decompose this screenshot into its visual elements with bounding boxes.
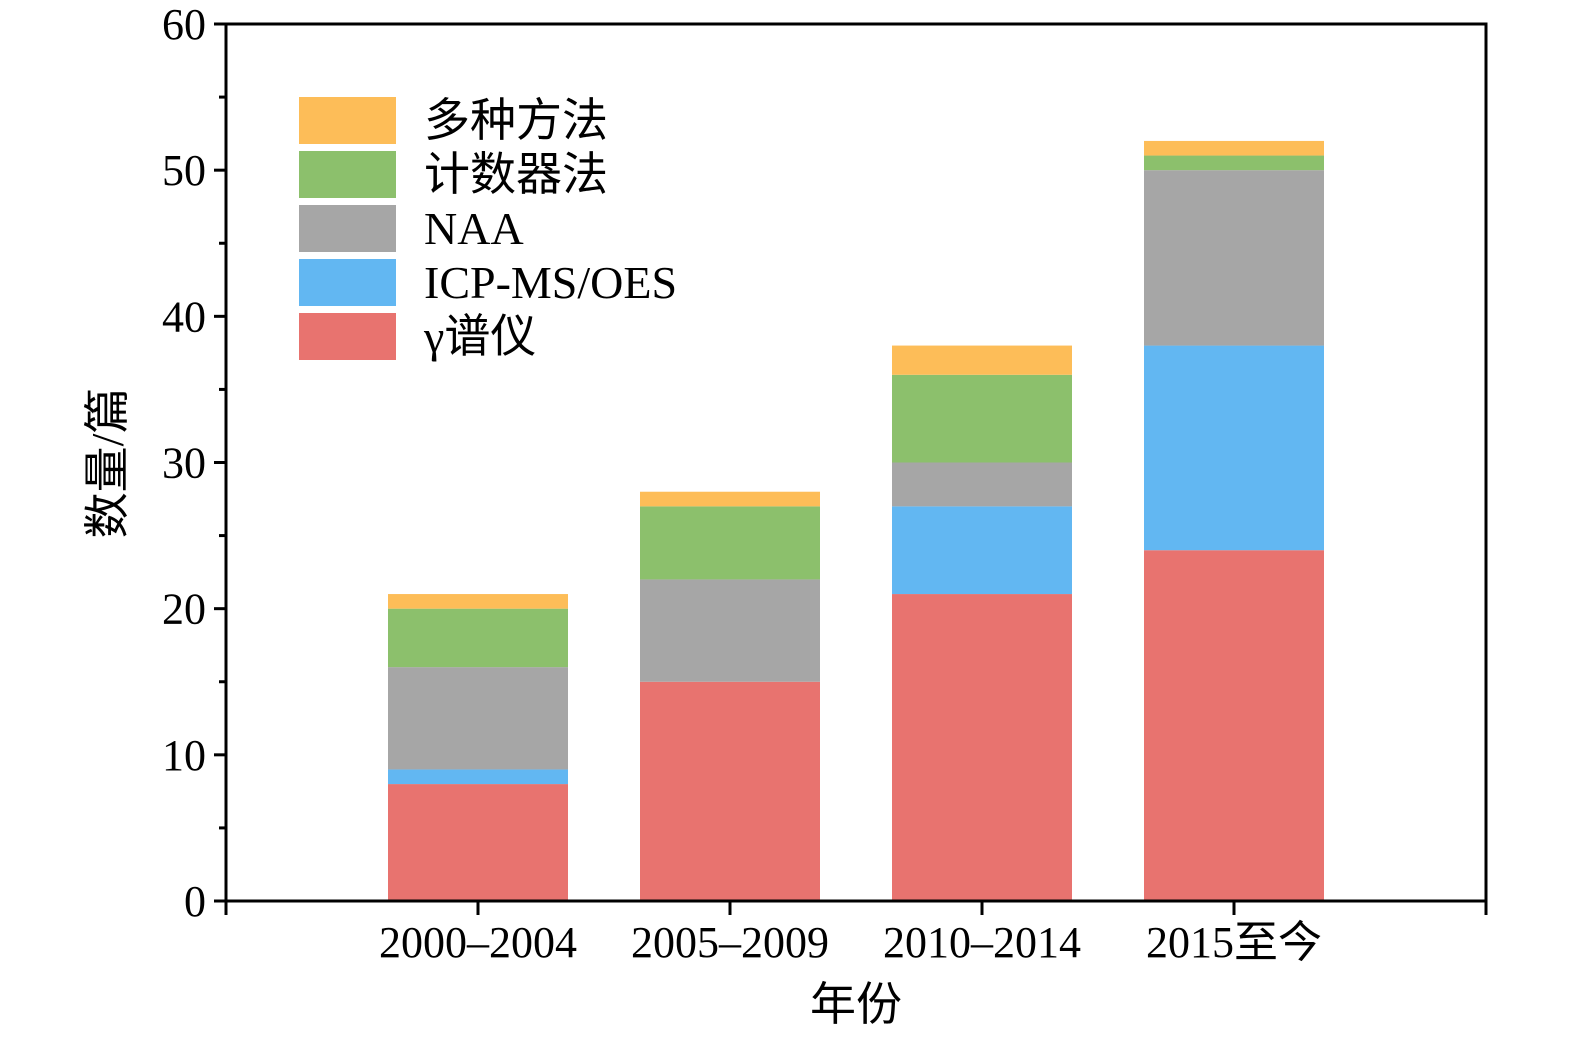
x-tick-label: 2015至今 <box>1146 918 1322 967</box>
bar-segment-3-3 <box>1144 155 1324 171</box>
legend-swatch <box>299 97 396 144</box>
bar-segment-0-2 <box>388 667 568 770</box>
y-tick-label: 50 <box>162 146 206 195</box>
bar-segment-2-4 <box>892 345 1072 375</box>
bar-segment-1-0 <box>640 681 820 901</box>
bar-segment-2-0 <box>892 594 1072 901</box>
y-tick-label: 30 <box>162 439 206 488</box>
bar-segment-1-2 <box>640 579 820 682</box>
bar-segment-2-1 <box>892 506 1072 595</box>
bar-segment-0-0 <box>388 784 568 901</box>
legend-swatch <box>299 259 396 306</box>
legend-swatch <box>299 205 396 252</box>
legend-label: NAA <box>424 203 524 254</box>
y-tick-label: 60 <box>162 0 206 49</box>
y-tick-label: 10 <box>162 731 206 780</box>
x-tick-label: 2010–2014 <box>883 918 1081 967</box>
y-tick-label: 40 <box>162 292 206 341</box>
bar-segment-0-1 <box>388 769 568 785</box>
x-tick-label: 2005–2009 <box>631 918 829 967</box>
legend-label: ICP-MS/OES <box>424 257 677 308</box>
bar-segment-3-0 <box>1144 550 1324 901</box>
x-axis-title: 年份 <box>810 979 902 1030</box>
bars-layer <box>388 140 1324 901</box>
y-tick-label: 20 <box>162 585 206 634</box>
bar-segment-1-3 <box>640 506 820 580</box>
legend-label: 计数器法 <box>424 149 608 200</box>
axes-layer: 0 10 20 30 40 50 60 2000–2004 2005–2009 2010–2014… <box>162 0 1488 967</box>
y-tick-label: 0 <box>184 877 206 926</box>
bar-segment-0-3 <box>388 608 568 668</box>
bar-segment-3-1 <box>1144 345 1324 551</box>
y-axis-title: 数量/篇 <box>82 388 133 539</box>
bar-segment-2-3 <box>892 374 1072 463</box>
legend-swatch <box>299 313 396 360</box>
legend-label: 多种方法 <box>424 95 608 146</box>
bar-segment-2-2 <box>892 462 1072 507</box>
bar-segment-3-2 <box>1144 170 1324 346</box>
bar-segment-3-4 <box>1144 140 1324 156</box>
bar-segment-1-4 <box>640 491 820 507</box>
x-tick-label: 2000–2004 <box>379 918 577 967</box>
bar-segment-0-4 <box>388 594 568 609</box>
legend-label: γ谱仪 <box>423 311 536 362</box>
legend-swatch <box>299 151 396 198</box>
